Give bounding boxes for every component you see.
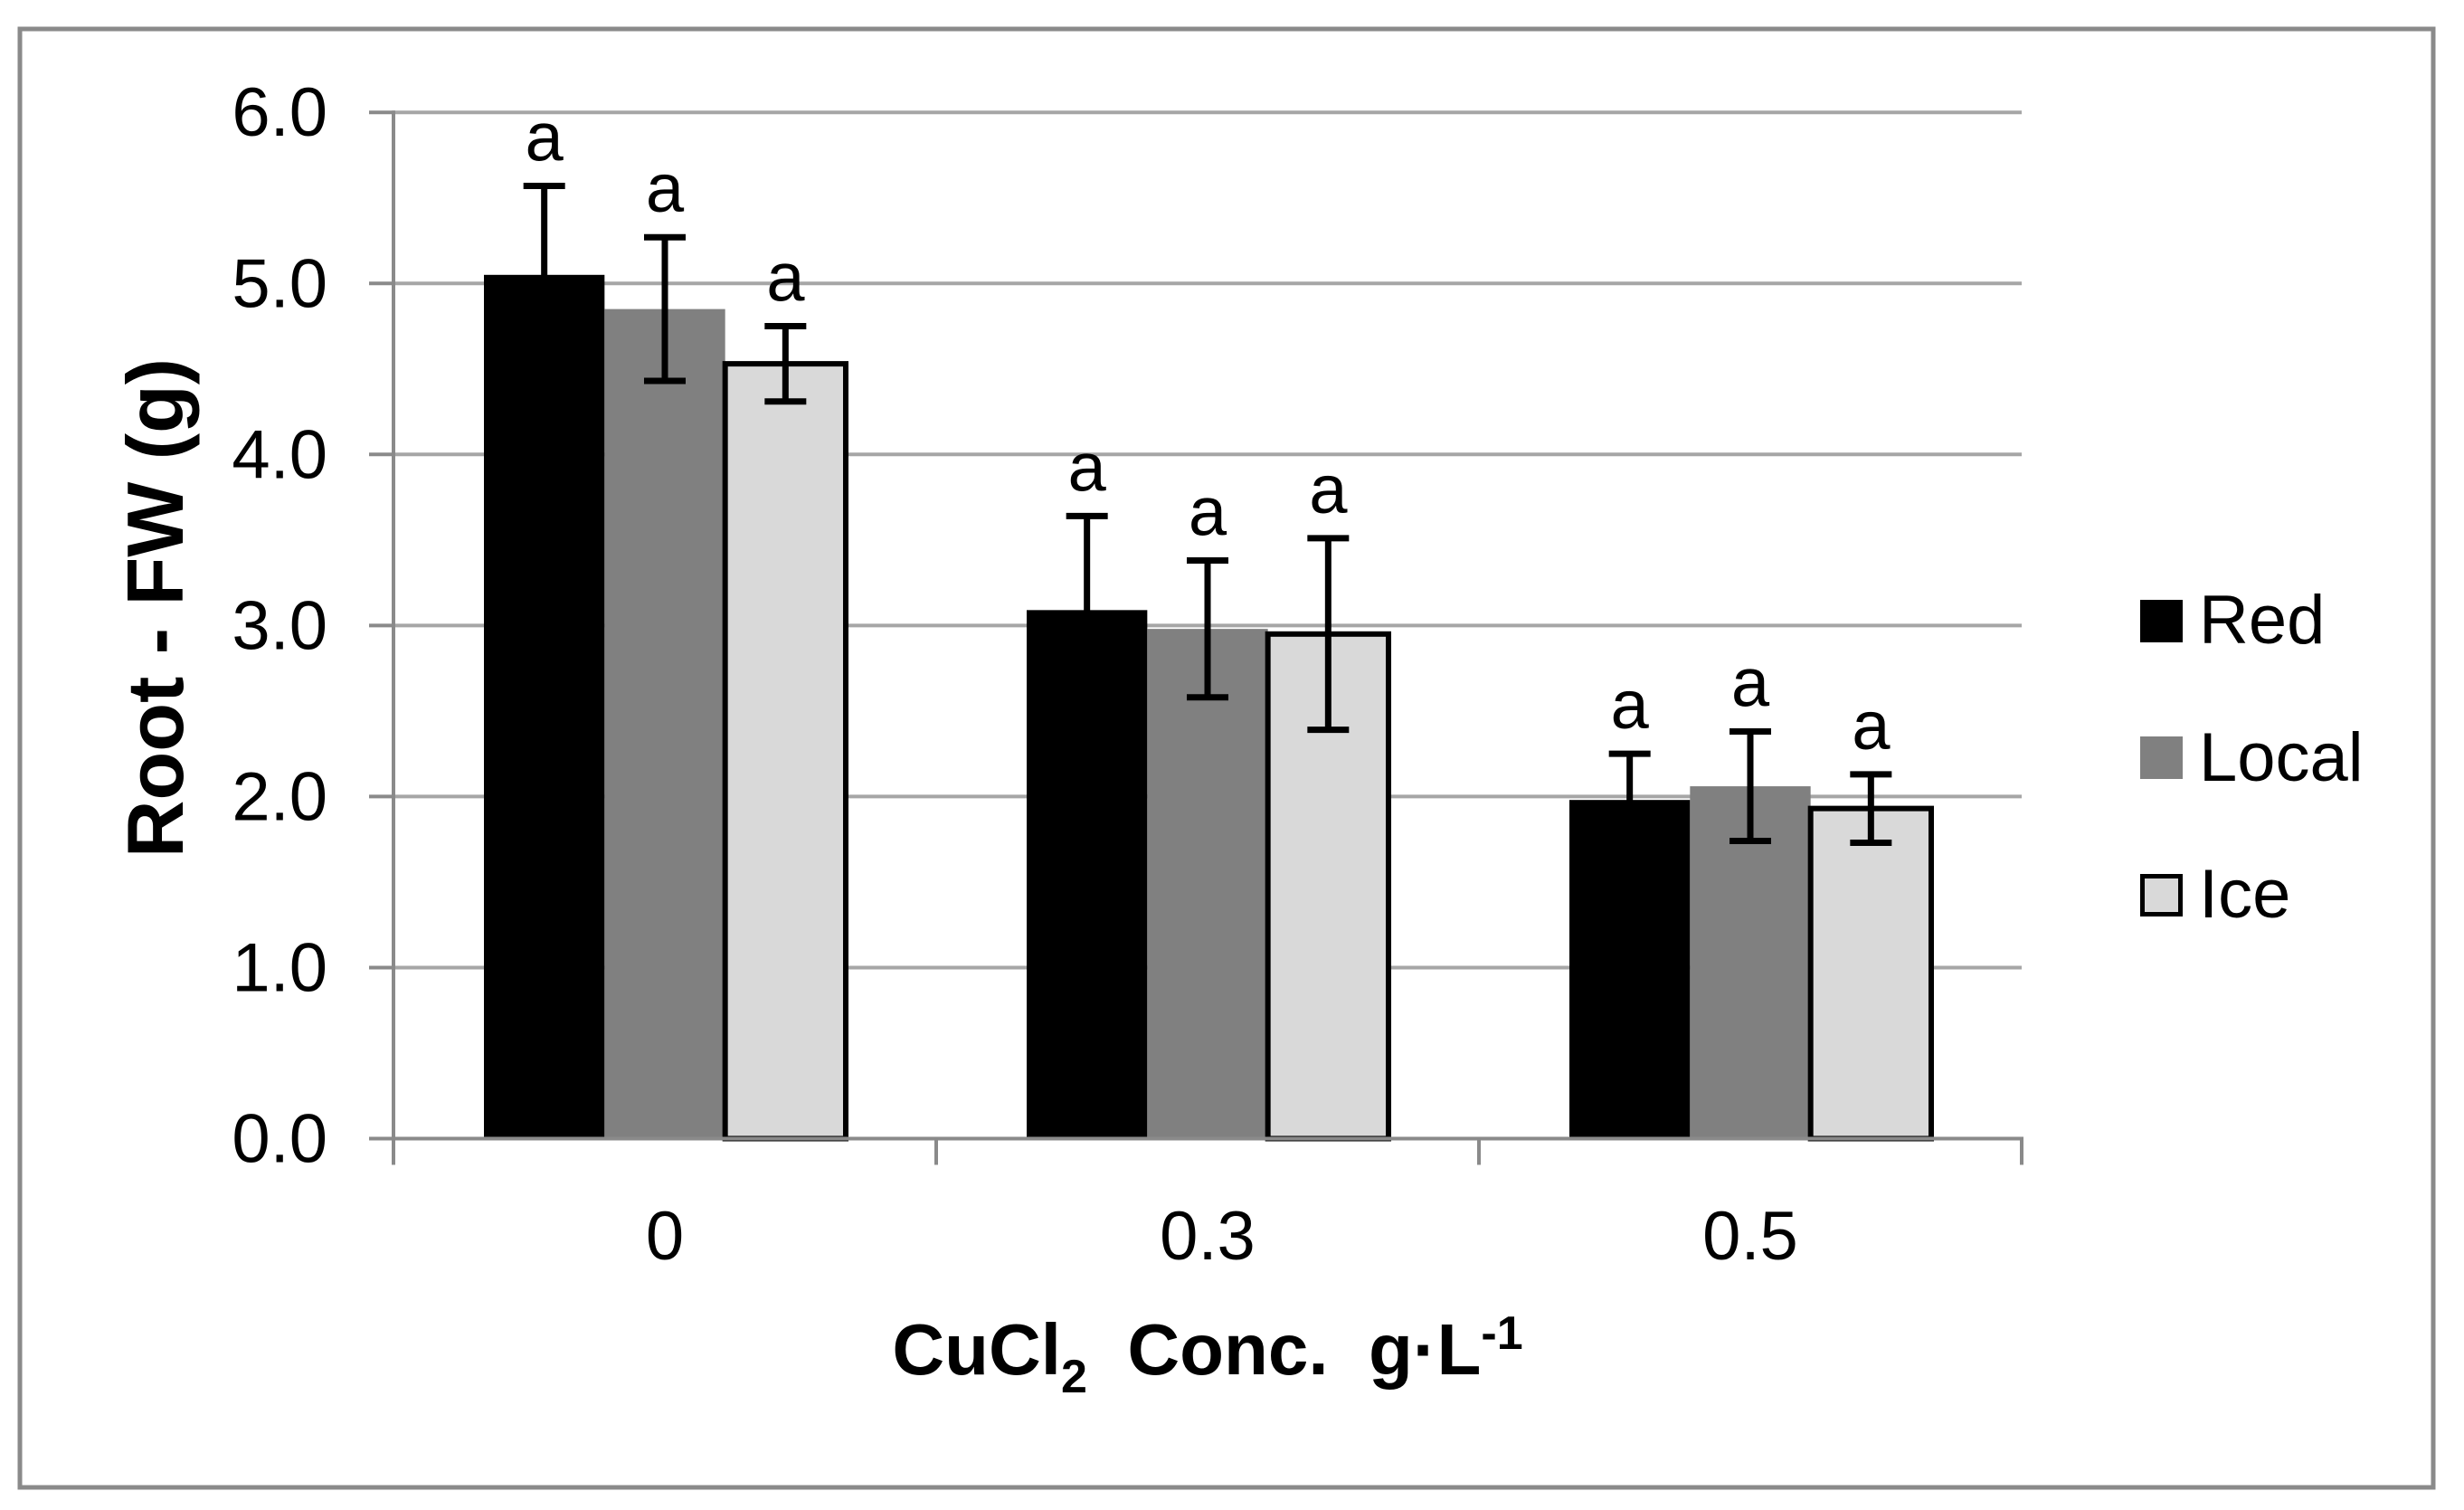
error-bar <box>1730 728 1771 845</box>
x-axis-title-superscript: -1 <box>1481 1307 1523 1360</box>
x-tick-label: 0 <box>646 1198 684 1275</box>
y-tick-label: 1.0 <box>232 929 327 1006</box>
significance-label: a <box>1309 451 1348 528</box>
y-tick-label: 4.0 <box>232 416 327 493</box>
significance-label: a <box>1068 429 1107 506</box>
bar-ice-0 <box>722 361 849 1142</box>
bar-local-0.5 <box>1690 786 1811 1139</box>
bar-red-0.5 <box>1569 800 1691 1139</box>
legend-item-red: Red <box>2140 586 2325 655</box>
bar-local-0.3 <box>1147 629 1268 1139</box>
legend-swatch-ice <box>2140 873 2183 916</box>
legend-item-local: Local <box>2140 718 2364 796</box>
x-axis-title-text: Conc. g·L <box>1086 1309 1482 1390</box>
x-axis-title-subscript: 2 <box>1060 1351 1087 1403</box>
error-bar <box>764 323 807 405</box>
legend-item-ice: Ice <box>2140 860 2290 929</box>
significance-label: a <box>646 150 685 227</box>
significance-label: a <box>1852 688 1891 764</box>
x-tick-label: 0.3 <box>1160 1198 1256 1275</box>
significance-label: a <box>766 240 805 317</box>
x-tick-label: 0.5 <box>1702 1198 1798 1275</box>
error-bar <box>1608 750 1651 850</box>
significance-label: a <box>526 99 564 176</box>
significance-label: a <box>1189 474 1227 551</box>
x-axis-title-text: CuCl <box>892 1309 1061 1390</box>
y-tick-label: 5.0 <box>232 245 327 322</box>
error-bar <box>1850 771 1892 846</box>
y-tick-label: 3.0 <box>232 587 327 664</box>
chart-border <box>17 26 2436 1490</box>
significance-label: a <box>1611 667 1650 744</box>
error-bar <box>644 233 686 385</box>
bar-ice-0.5 <box>1807 805 1934 1142</box>
legend-label: Ice <box>2199 856 2291 933</box>
bar-local-0 <box>604 309 725 1139</box>
y-tick-label: 2.0 <box>232 758 327 835</box>
y-tick-label: 6.0 <box>232 74 327 151</box>
error-bar <box>1307 535 1350 734</box>
bar-red-0 <box>484 274 605 1139</box>
chart-legend: Red Local Ice <box>2140 0 2457 1510</box>
legend-swatch-local <box>2140 736 2183 779</box>
error-bar <box>523 182 565 367</box>
error-bar <box>1066 512 1108 708</box>
legend-label: Red <box>2199 582 2326 659</box>
significance-label: a <box>1731 645 1770 722</box>
error-bar <box>1187 557 1228 701</box>
legend-swatch-red <box>2140 599 2183 642</box>
legend-label: Local <box>2199 718 2364 796</box>
y-tick-label: 0.0 <box>232 1101 327 1178</box>
x-axis-title: CuCl2 Conc. g·L-1 <box>393 1307 2022 1403</box>
y-axis-title: Root - FW (g) <box>110 357 200 859</box>
